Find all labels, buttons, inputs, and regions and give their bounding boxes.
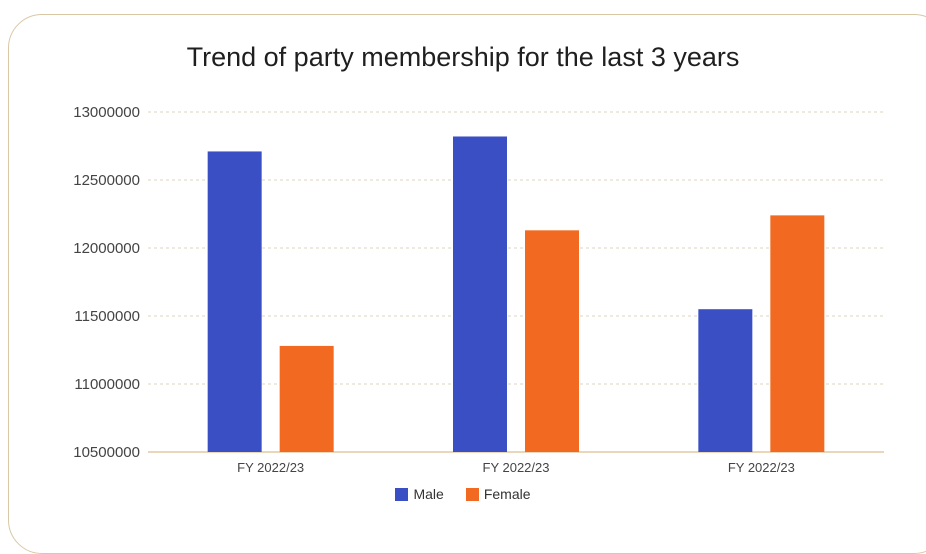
- legend-label-male: Male: [413, 486, 444, 502]
- y-tick-label: 13000000: [73, 104, 140, 121]
- x-tick-label: FY 2022/23: [483, 460, 550, 475]
- bar-chart: 13000000 12500000 12000000 11500000 11000000…: [73, 104, 884, 475]
- x-tick-label: FY 2022/23: [728, 460, 795, 475]
- legend-swatch-female: [465, 487, 479, 501]
- bar-female: [770, 215, 825, 452]
- legend-item-male: Male: [395, 486, 444, 502]
- legend-label-female: Female: [483, 486, 531, 502]
- legend-swatch-male: [395, 487, 409, 501]
- legend-item-female: Female: [465, 486, 531, 502]
- bar-male: [453, 136, 507, 453]
- bar-male: [698, 309, 753, 452]
- y-tick-label: 11000000: [74, 376, 140, 393]
- bar-female: [525, 230, 579, 452]
- x-tick-label: FY 2022/23: [237, 460, 304, 475]
- chart-title: Trend of party membership for the last 3…: [186, 42, 740, 72]
- bar-male: [207, 151, 262, 452]
- y-tick-label: 12500000: [73, 172, 140, 189]
- y-tick-label: 11500000: [74, 308, 140, 325]
- bar-female: [279, 345, 334, 452]
- chart-legend: Male Female: [0, 486, 926, 502]
- y-tick-label: 10500000: [73, 444, 140, 461]
- y-tick-label: 12000000: [73, 240, 140, 257]
